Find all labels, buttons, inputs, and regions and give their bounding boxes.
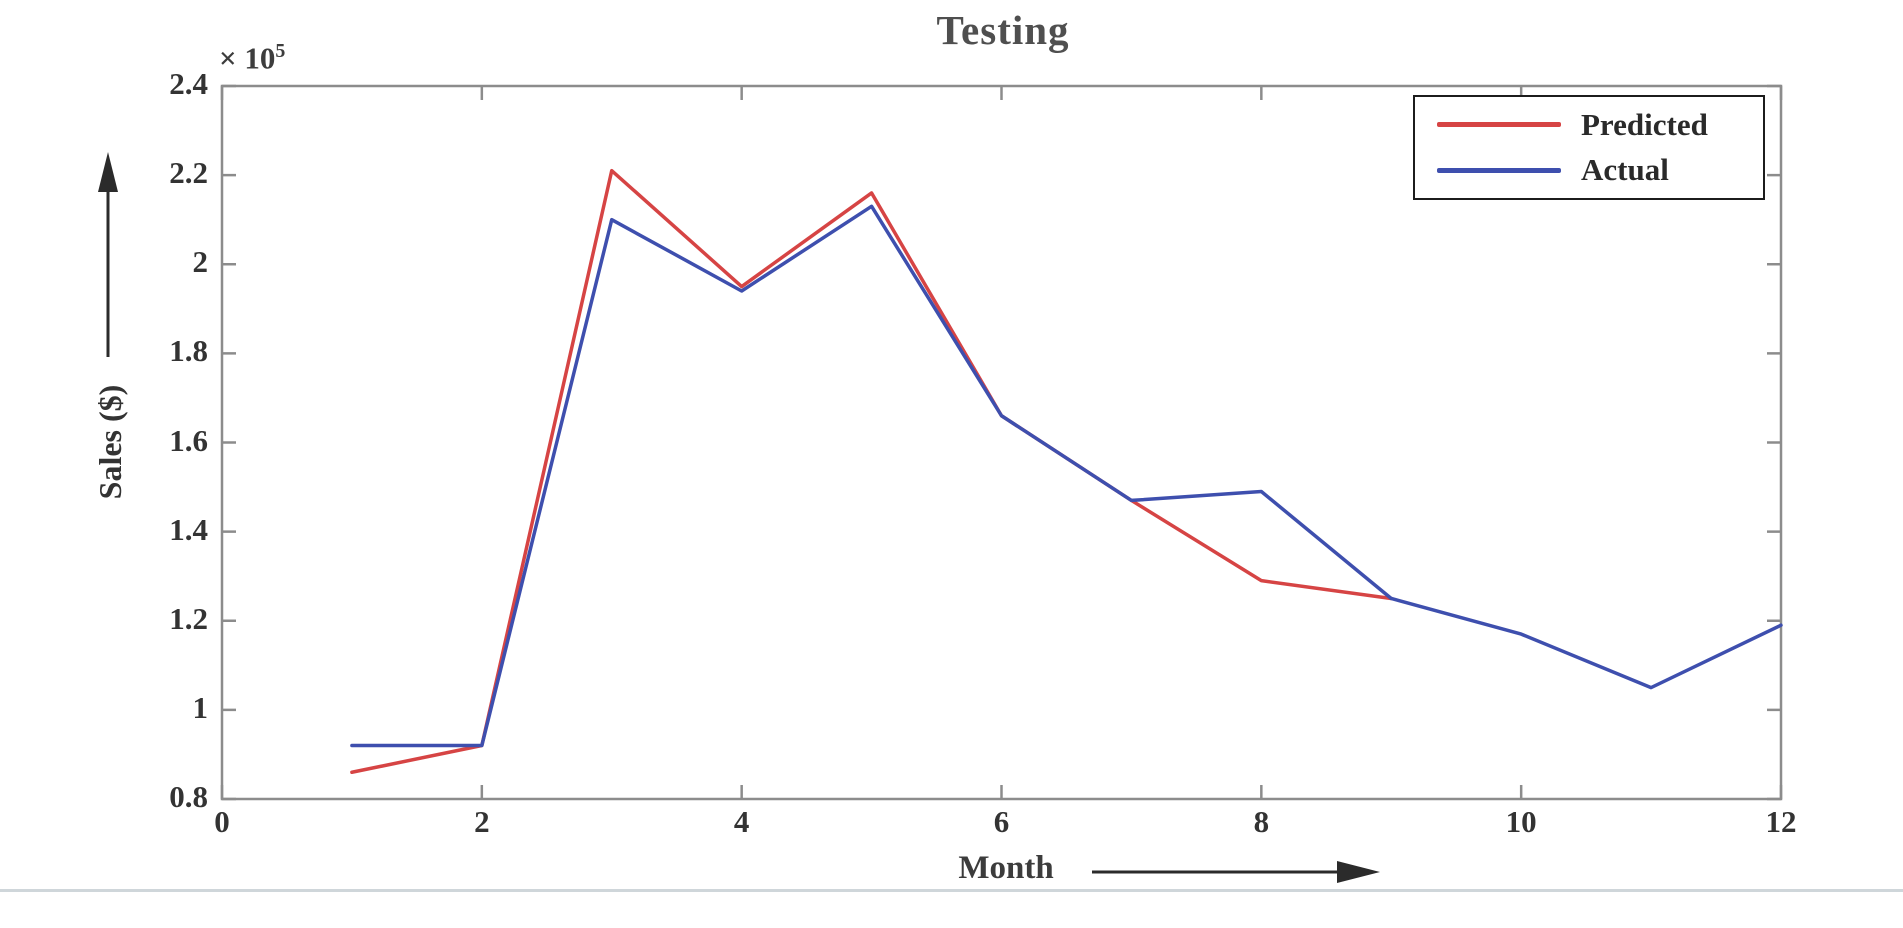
x-label-right-arrow-icon [1337, 861, 1380, 883]
y-tick-label: 2 [192, 244, 209, 280]
legend-entry-predicted: Predicted [1437, 107, 1763, 143]
y-label-up-arrow-icon [98, 152, 118, 192]
y-tick-label: 0.8 [169, 779, 208, 814]
legend-box: Predicted Actual [1413, 95, 1765, 200]
x-tick-label: 12 [1765, 804, 1797, 839]
series-line-predicted [350, 168, 1393, 775]
y-axis-exponent-base: × 10 [219, 40, 276, 76]
chart-title: Testing [936, 7, 1070, 53]
legend-label-predicted: Predicted [1581, 106, 1708, 142]
x-tick-label: 8 [1253, 804, 1270, 839]
y-tick-label: 1.8 [169, 333, 208, 369]
x-axis-label: Month [958, 850, 1054, 886]
y-axis-exponent-label: × 105 [219, 40, 285, 76]
y-tick-label: 1 [192, 689, 209, 725]
x-tick-label: 2 [474, 804, 490, 839]
y-tick-label: 2.2 [169, 155, 208, 191]
legend-entry-actual: Actual [1437, 152, 1763, 188]
x-tick-label: 0 [214, 804, 230, 839]
y-tick-label: 1.2 [169, 600, 208, 636]
y-axis-exponent-power: 5 [275, 40, 286, 62]
y-tick-label: 2.4 [169, 66, 208, 101]
x-tick-label: 6 [993, 804, 1010, 839]
series-line-actual [350, 204, 1783, 748]
y-tick-label: 1.4 [169, 511, 208, 547]
legend-line-sample-predicted [1437, 122, 1561, 128]
x-tick-label: 4 [733, 804, 750, 839]
y-tick-label: 1.6 [169, 422, 208, 458]
page-divider-line [0, 889, 1903, 892]
legend-line-sample-actual [1437, 167, 1561, 173]
legend-label-actual: Actual [1581, 152, 1669, 188]
x-tick-label: 10 [1505, 804, 1537, 839]
